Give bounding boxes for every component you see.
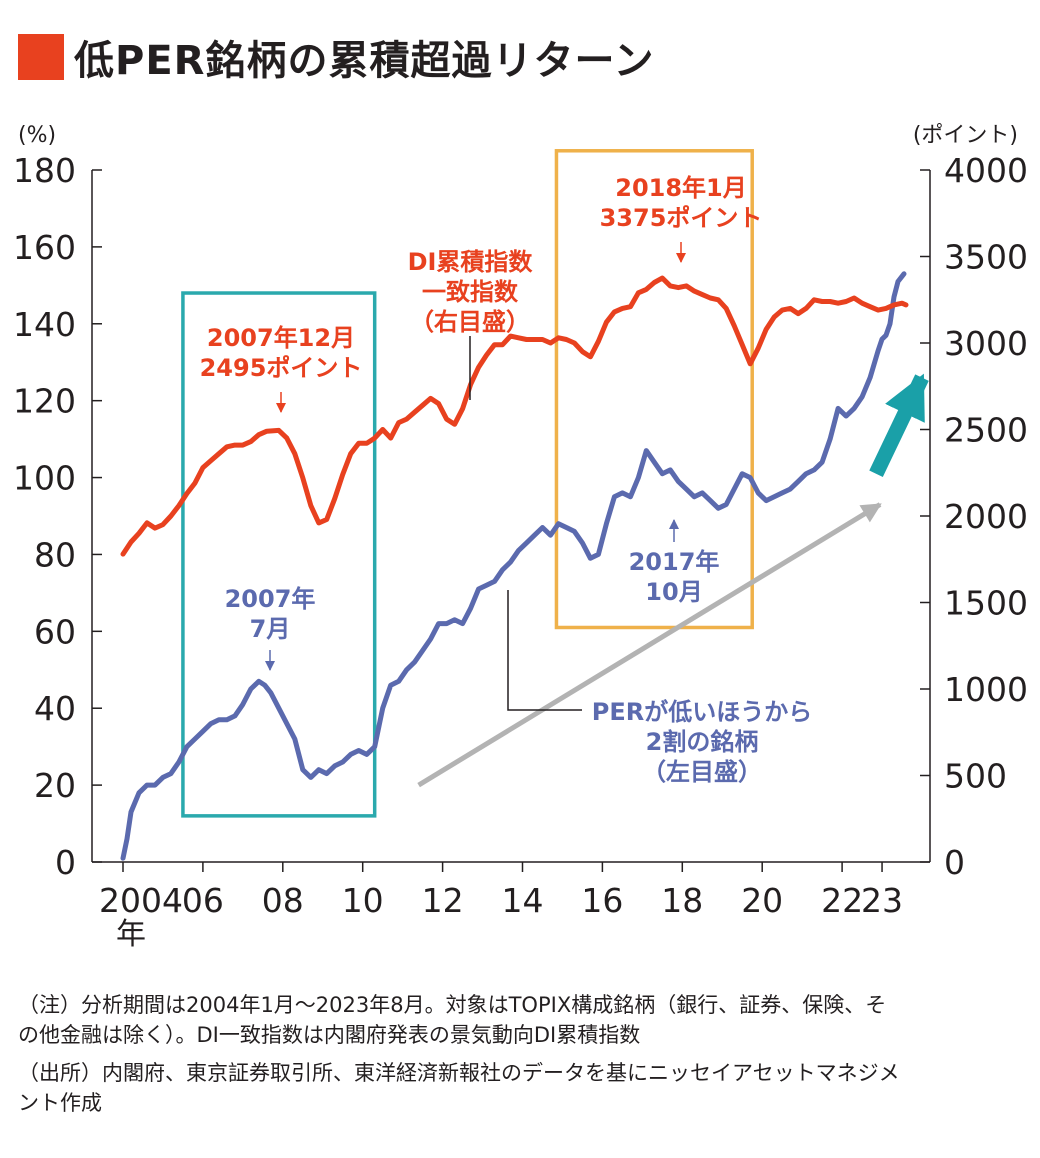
left-tick-label: 0 xyxy=(55,843,76,882)
x-tick-label: 12 xyxy=(422,881,464,920)
right-tick-label: 1000 xyxy=(944,670,1028,709)
x-year-suffix: 年 xyxy=(116,917,146,952)
chart: 0 20 40 60 80 100 120 140 160 180 (%) 0 500 1000 1500 2… xyxy=(13,123,1028,952)
annotation-low-per-leader xyxy=(507,590,582,711)
right-tick-label: 2000 xyxy=(944,497,1028,536)
title-square-icon xyxy=(18,34,64,80)
annotation-low-per-2: 2割の銘柄 xyxy=(646,728,759,756)
right-tick-label: 3000 xyxy=(944,324,1028,363)
right-tick-label: 4000 xyxy=(944,151,1028,190)
chart-title: 低PER銘柄の累積超過リターン xyxy=(74,38,655,84)
annotation-2018-01-2: 3375ポイント xyxy=(600,204,763,232)
gray-trend-arrow xyxy=(417,502,882,788)
x-tick-label: 14 xyxy=(502,881,544,920)
left-tick-label: 160 xyxy=(13,228,76,267)
x-tick-label: 06 xyxy=(182,881,224,920)
x-tick-label: 22 xyxy=(821,881,863,920)
source-line-2: ント作成 xyxy=(18,1091,102,1115)
left-tick-label: 180 xyxy=(13,151,76,190)
annotation-2018-01-1: 2018年1月 xyxy=(615,174,747,202)
right-tick-label: 3500 xyxy=(944,238,1028,277)
right-tick-label: 500 xyxy=(944,757,1007,796)
x-tick-label: 18 xyxy=(661,881,703,920)
annotation-2007-12-1: 2007年12月 xyxy=(207,324,355,352)
left-tick-label: 100 xyxy=(13,459,76,498)
source-line-1: （出所）内閣府、東京証券取引所、東洋経済新報社のデータを基にニッセイアセットマネ… xyxy=(18,1061,900,1085)
left-axis-unit: (%) xyxy=(18,123,56,148)
x-tick-label: 08 xyxy=(262,881,304,920)
low-per-series-line xyxy=(120,271,907,861)
left-tick-label: 120 xyxy=(13,382,76,421)
x-tick-label: 2004 xyxy=(99,881,183,920)
annotation-di-1: DI累積指数 xyxy=(408,248,534,276)
left-tick-label: 20 xyxy=(34,766,76,805)
x-tick-label: 20 xyxy=(741,881,783,920)
note-line-2: の他金融は除く）。DI一致指数は内閣府発表の景気動向DI累積指数 xyxy=(18,1023,641,1047)
annotation-di-2: 一致指数 xyxy=(422,278,519,306)
x-tick-label: 23 xyxy=(861,881,903,920)
annotation-2007-07-2: 7月 xyxy=(250,615,291,643)
left-tick-label: 40 xyxy=(34,689,76,728)
right-tick-label: 2500 xyxy=(944,411,1028,450)
annotation-low-per-3: （左目盛） xyxy=(642,758,762,786)
annotation-2007-12-2: 2495ポイント xyxy=(200,354,363,382)
di-index-series-line xyxy=(120,275,909,557)
x-tick-label: 16 xyxy=(581,881,623,920)
annotation-2017-10-2: 10月 xyxy=(645,578,702,606)
right-axis-unit: (ポイント) xyxy=(913,123,1018,148)
annotation-di-3: （右目盛） xyxy=(410,308,530,336)
annotation-low-per-1: PERが低いほうから xyxy=(592,698,812,726)
teal-trend-arrow xyxy=(869,373,929,477)
left-tick-label: 60 xyxy=(34,612,76,651)
right-tick-label: 1500 xyxy=(944,584,1028,623)
annotation-2017-10-1: 2017年 xyxy=(629,548,720,576)
highlight-box-2007 xyxy=(181,291,377,818)
title-bar: 低PER銘柄の累積超過リターン xyxy=(18,30,654,84)
highlight-box-2017 xyxy=(554,149,754,630)
x-tick-label: 10 xyxy=(342,881,384,920)
left-tick-label: 80 xyxy=(34,535,76,574)
left-tick-label: 140 xyxy=(13,305,76,344)
note-line-1: （注）分析期間は2004年1月～2023年8月。対象はTOPIX構成銘柄（銀行、… xyxy=(18,993,887,1017)
right-tick-label: 0 xyxy=(944,843,965,882)
annotation-2007-07-1: 2007年 xyxy=(225,585,316,613)
